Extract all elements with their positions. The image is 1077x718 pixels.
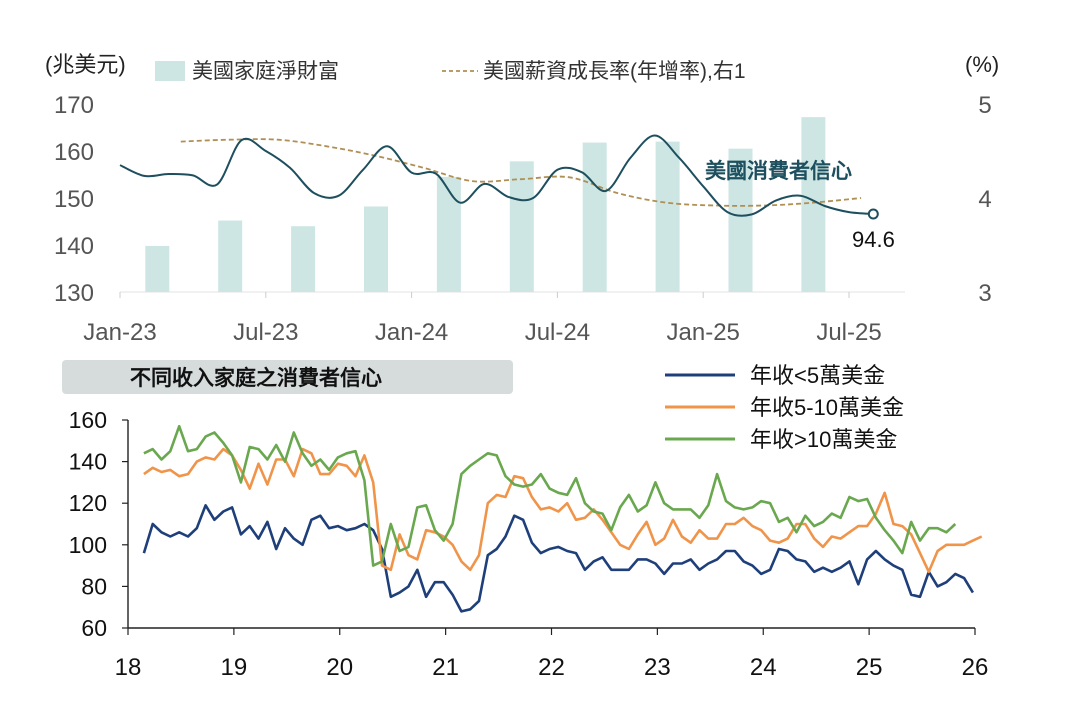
net-worth-bar <box>218 220 243 292</box>
bottom-x-ticks: 18 19 20 21 22 23 24 25 26 <box>115 628 989 681</box>
top-bars <box>145 117 826 292</box>
bottom-x-tick-label: 20 <box>326 654 353 681</box>
bottom-x-tick-label: 23 <box>644 654 671 681</box>
legend-bar-label: 美國家庭淨財富 <box>192 60 339 83</box>
bottom-lines <box>142 424 983 613</box>
bottom-x-tick-label: 25 <box>856 654 883 681</box>
top-right-tick-label: 5 <box>978 92 991 119</box>
net-worth-bar <box>145 245 170 292</box>
top-x-tick-label: Jan-24 <box>375 319 448 346</box>
consumer-confidence-label: 美國消費者信心 <box>705 159 852 183</box>
bottom-x-tick-label: 18 <box>115 654 142 681</box>
top-x-tick-label: Jan-23 <box>83 319 156 346</box>
consumer-confidence-end-marker <box>867 208 879 220</box>
top-chart: (兆美元) (%) 美國家庭淨財富 美國薪資成長率(年增率),右1 130 140… <box>45 52 999 346</box>
top-right-tick-label: 4 <box>978 186 991 213</box>
top-left-ticks: 130 140 150 160 170 <box>54 92 94 307</box>
net-worth-bar <box>728 148 753 292</box>
top-right-axis-unit: (%) <box>965 52 999 77</box>
bottom-x-tick-label: 19 <box>221 654 248 681</box>
income-series-line-3 <box>143 424 957 567</box>
bottom-y-tick-label: 160 <box>69 407 107 433</box>
consumer-confidence-line <box>119 134 874 217</box>
bottom-chart-title: 不同收入家庭之消費者信心 <box>130 366 382 390</box>
net-worth-bar <box>582 142 607 292</box>
top-left-tick-label: 160 <box>54 139 94 166</box>
bottom-legend-label: 年收>10萬美金 <box>750 427 897 452</box>
bottom-y-tick-label: 80 <box>81 573 107 599</box>
bottom-x-tick-label: 21 <box>432 654 459 681</box>
top-left-tick-label: 140 <box>54 233 94 260</box>
income-series-line-1 <box>142 503 975 613</box>
bottom-y-tick-label: 140 <box>69 449 107 475</box>
bottom-x-tick-label: 22 <box>538 654 565 681</box>
top-x-ticks: Jan-23 Jul-23 Jan-24 Jul-24 Jan-25 Jul-25 <box>83 292 882 346</box>
net-worth-bar <box>655 141 680 292</box>
bottom-title-box <box>62 360 513 394</box>
bottom-legend-label: 年收<5萬美金 <box>750 363 885 388</box>
bottom-x-tick-label: 24 <box>750 654 777 681</box>
net-worth-bar <box>436 176 461 292</box>
legend-dashed-label: 美國薪資成長率(年增率),右1 <box>483 60 746 83</box>
bottom-legend-label: 年收5-10萬美金 <box>750 395 904 420</box>
top-right-tick-label: 3 <box>978 280 991 307</box>
top-left-tick-label: 130 <box>54 280 94 307</box>
wage-growth-line <box>180 138 862 207</box>
top-x-tick-label: Jul-25 <box>816 319 881 346</box>
bottom-y-ticks: 60 80 100 120 140 160 <box>69 407 128 641</box>
net-worth-bar <box>291 226 316 292</box>
top-x-tick-label: Jan-25 <box>667 319 740 346</box>
top-left-tick-label: 150 <box>54 186 94 213</box>
net-worth-bar <box>364 206 388 292</box>
net-worth-bar <box>509 161 534 292</box>
top-x-tick-label: Jul-24 <box>525 319 590 346</box>
top-left-tick-label: 170 <box>54 92 94 119</box>
legend-bar-swatch <box>155 61 185 81</box>
top-left-axis-unit: (兆美元) <box>45 52 126 77</box>
consumer-confidence-last-value: 94.6 <box>852 227 895 252</box>
bottom-y-tick-label: 60 <box>81 615 107 641</box>
bottom-y-tick-label: 120 <box>69 490 107 516</box>
bottom-y-tick-label: 100 <box>69 532 107 558</box>
income-series-line-2 <box>143 447 983 574</box>
top-x-tick-label: Jul-23 <box>233 319 298 346</box>
bottom-x-tick-label: 26 <box>962 654 989 681</box>
top-right-ticks: 3 4 5 <box>978 92 991 307</box>
